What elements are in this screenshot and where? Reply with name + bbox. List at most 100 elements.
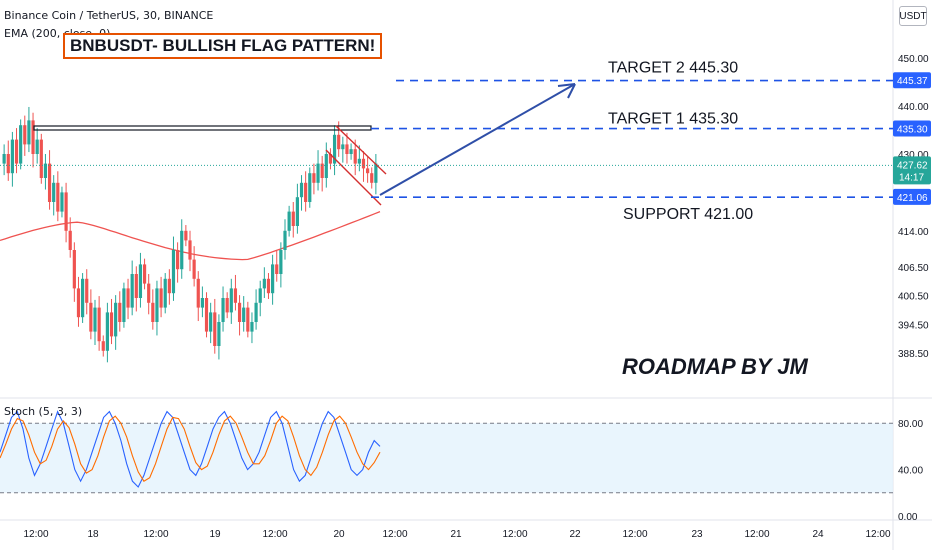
candle bbox=[171, 236, 176, 301]
candle bbox=[357, 145, 361, 172]
price-tick-label: 388.50 bbox=[898, 349, 929, 360]
candle bbox=[105, 302, 109, 363]
candle bbox=[233, 274, 238, 311]
candle bbox=[118, 291, 122, 332]
price-tick-label: 450.00 bbox=[898, 54, 929, 65]
candle bbox=[229, 278, 233, 324]
resistance-box bbox=[33, 125, 372, 131]
candle bbox=[138, 252, 143, 308]
price-tick-label: 414.00 bbox=[898, 227, 929, 238]
price-badge bbox=[893, 188, 931, 205]
candle bbox=[341, 136, 345, 163]
candle bbox=[237, 295, 242, 336]
candle bbox=[142, 258, 147, 290]
price-tick-label: 406.50 bbox=[898, 263, 929, 274]
candle bbox=[221, 286, 225, 332]
candle bbox=[122, 282, 126, 328]
flag-upper-line bbox=[335, 125, 387, 175]
candle bbox=[308, 167, 312, 208]
candle bbox=[130, 260, 134, 316]
candle bbox=[258, 280, 262, 317]
current-price-label: 427.62 bbox=[897, 160, 928, 171]
candle bbox=[35, 128, 39, 164]
time-tick-label: 23 bbox=[691, 529, 703, 540]
time-tick-label: 19 bbox=[209, 529, 221, 540]
currency-button[interactable]: USDT bbox=[899, 6, 927, 26]
candle bbox=[6, 140, 10, 181]
pattern-title-banner: BNBUSDT- BULLISH FLAG PATTERN! bbox=[63, 33, 383, 59]
candle bbox=[320, 155, 324, 192]
candle bbox=[349, 143, 353, 160]
candle bbox=[147, 274, 151, 315]
candle bbox=[217, 314, 221, 360]
candle bbox=[366, 156, 370, 183]
candle bbox=[155, 280, 159, 336]
candle bbox=[345, 132, 349, 164]
price-tick-label: 394.50 bbox=[898, 320, 929, 331]
candle bbox=[14, 128, 19, 174]
candle bbox=[271, 254, 275, 305]
candle bbox=[254, 289, 258, 330]
candle bbox=[93, 299, 97, 346]
candle bbox=[167, 269, 171, 305]
candle bbox=[47, 150, 52, 210]
candle bbox=[60, 186, 64, 218]
target2-label: TARGET 2 445.30 bbox=[608, 60, 738, 77]
candle bbox=[68, 217, 72, 258]
candle bbox=[353, 139, 357, 176]
candle bbox=[163, 273, 167, 314]
candle bbox=[328, 148, 333, 170]
candle bbox=[64, 182, 68, 243]
stoch-k-line bbox=[0, 410, 381, 488]
projection-arrow-line bbox=[379, 83, 576, 196]
candle bbox=[312, 163, 316, 195]
stoch-tick-label: 80.00 bbox=[898, 419, 923, 430]
candle bbox=[180, 219, 184, 279]
price-badge bbox=[893, 120, 931, 137]
price-tick-label: 430.00 bbox=[898, 150, 929, 161]
candle bbox=[304, 171, 308, 212]
candle bbox=[97, 296, 101, 351]
time-tick-label: 12:00 bbox=[865, 529, 890, 540]
stoch-band bbox=[0, 423, 893, 493]
candle bbox=[114, 295, 118, 350]
candle bbox=[279, 242, 283, 288]
candle bbox=[225, 292, 229, 319]
time-tick-label: 18 bbox=[87, 529, 99, 540]
candle bbox=[184, 225, 188, 247]
candle bbox=[109, 298, 114, 345]
candle bbox=[242, 296, 246, 332]
candle bbox=[31, 112, 35, 168]
candle bbox=[213, 298, 217, 354]
roadmap-label: ROADMAP BY JM bbox=[622, 354, 808, 379]
time-tick-label: 12:00 bbox=[143, 529, 168, 540]
candle bbox=[316, 150, 320, 191]
price-badge-label: 421.06 bbox=[897, 193, 928, 204]
candle bbox=[287, 205, 291, 237]
candle bbox=[250, 312, 254, 344]
candle bbox=[275, 250, 279, 282]
price-tick-label: 440.00 bbox=[898, 102, 929, 113]
candle bbox=[196, 271, 200, 322]
candle bbox=[283, 219, 287, 260]
time-tick-label: 12:00 bbox=[382, 529, 407, 540]
candle bbox=[299, 175, 304, 211]
stoch-indicator-label[interactable]: Stoch (5, 3, 3) bbox=[4, 405, 83, 418]
candle bbox=[81, 273, 85, 323]
candle bbox=[262, 267, 266, 298]
candle bbox=[52, 175, 56, 216]
candle bbox=[134, 266, 138, 312]
candle bbox=[85, 269, 89, 315]
support-label: SUPPORT 421.00 bbox=[623, 206, 753, 223]
candle bbox=[56, 171, 60, 222]
candle bbox=[39, 133, 43, 184]
candle bbox=[76, 276, 81, 327]
candle bbox=[89, 289, 93, 340]
current-price-badge bbox=[893, 156, 931, 185]
price-tick-label: 400.50 bbox=[898, 292, 929, 303]
candle bbox=[23, 115, 27, 156]
price-badge-label: 435.30 bbox=[897, 125, 928, 136]
candle bbox=[200, 286, 204, 318]
